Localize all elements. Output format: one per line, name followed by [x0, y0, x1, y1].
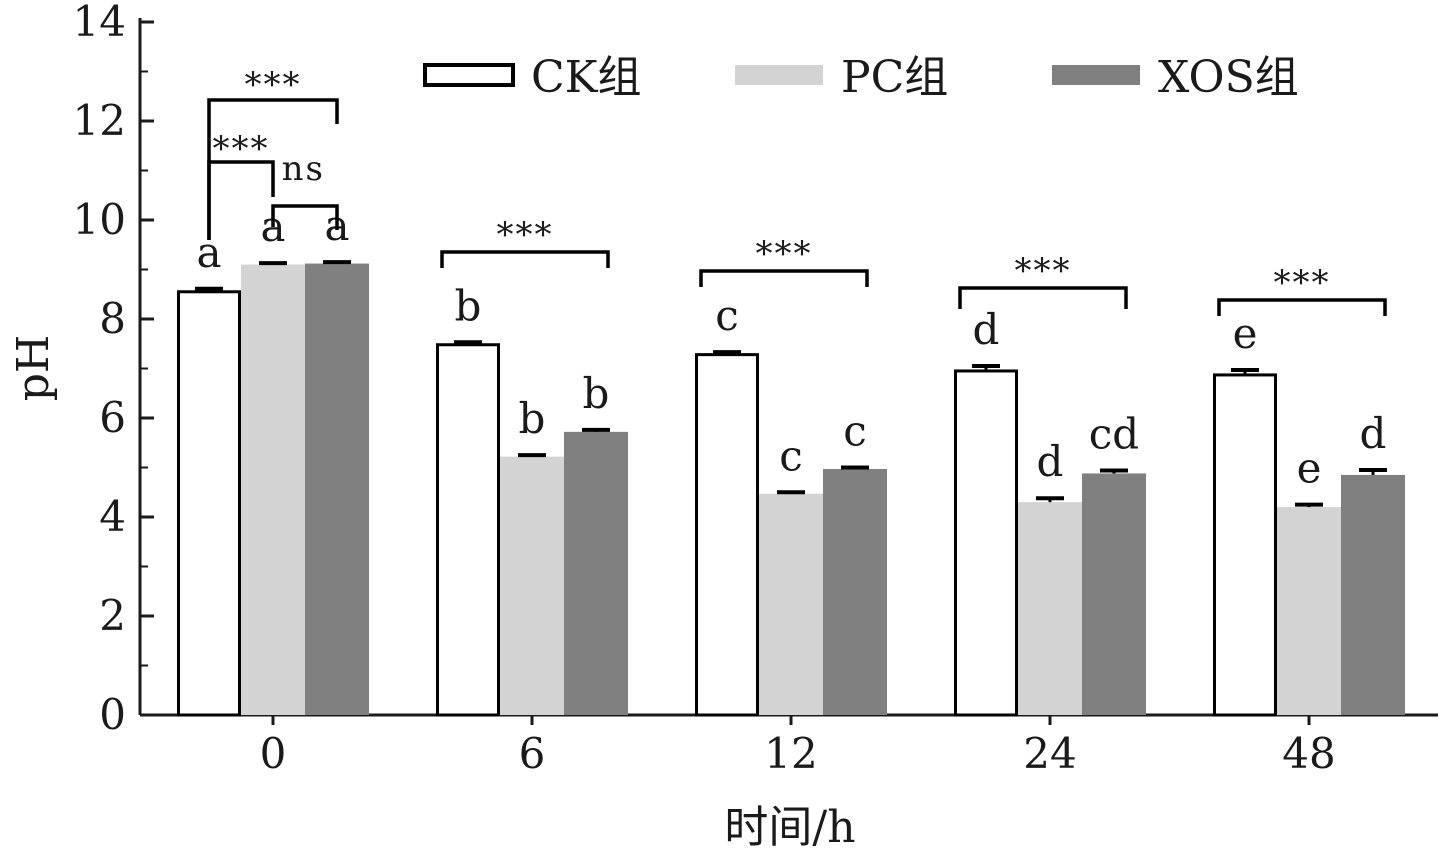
bar: [1018, 502, 1082, 715]
legend-swatch: [1052, 65, 1140, 85]
significance-letter: e: [1233, 309, 1258, 358]
y-tick-label: 8: [99, 294, 126, 343]
significance-label: ***: [1015, 251, 1072, 291]
legend-label: XOS组: [1158, 52, 1299, 103]
x-tick-label: 24: [1023, 729, 1076, 778]
y-tick-label: 2: [99, 591, 126, 640]
legend: CK组 PC组 XOS组: [423, 52, 1299, 103]
bar: [1341, 474, 1405, 715]
x-axis: 0 6 12 24 48: [140, 713, 1438, 778]
significance-letter: d: [1360, 409, 1387, 458]
y-axis-label: pH: [8, 335, 59, 402]
significance-bracket: [958, 286, 1128, 309]
significance-letter: b: [519, 394, 546, 443]
significance-label: ***: [756, 234, 813, 274]
bars: [177, 260, 1405, 717]
y-tick-label: 14: [73, 0, 126, 46]
significance-letter: c: [779, 431, 803, 480]
x-tick-label: 0: [260, 729, 287, 778]
significance-letter: d: [1037, 437, 1064, 486]
legend-swatch: [423, 63, 515, 87]
significance-bracket: [271, 204, 339, 230]
bar: [241, 264, 305, 715]
significance-letter: cd: [1089, 409, 1139, 458]
x-tick-label: 6: [519, 729, 546, 778]
significance-letter: d: [973, 305, 1000, 354]
significance-bracket: [440, 250, 610, 268]
bar: [564, 431, 628, 715]
y-tick-label: 0: [99, 690, 126, 739]
significance-label: ***: [497, 215, 554, 255]
bar: [823, 468, 887, 715]
significance-label: ***: [1274, 263, 1331, 303]
y-tick-label: 4: [99, 492, 126, 541]
y-tick-label: 12: [73, 96, 126, 145]
significance-letter: e: [1297, 444, 1322, 493]
x-tick-label: 48: [1282, 729, 1335, 778]
bar: [954, 369, 1018, 717]
y-axis: 0 2 4 6 8 10 12 14: [73, 0, 154, 739]
bar: [1213, 373, 1277, 717]
significance-letter: c: [715, 291, 739, 340]
y-tick-label: 6: [99, 393, 126, 442]
x-tick-label: 12: [764, 729, 817, 778]
significance-letter: c: [843, 407, 867, 456]
bar: [436, 343, 500, 717]
y-tick-label: 10: [73, 195, 126, 244]
legend-swatch: [735, 65, 823, 85]
significance-letter: b: [583, 369, 610, 418]
bar: [177, 290, 241, 717]
x-axis-label: 时间/h: [724, 802, 855, 853]
bar: [695, 353, 759, 717]
legend-label: CK组: [531, 52, 642, 103]
significance-bracket: [699, 269, 869, 287]
significance-bracket: [1217, 298, 1387, 316]
bar: [759, 493, 823, 715]
legend-label: PC组: [841, 52, 948, 103]
significance-letter: b: [455, 281, 482, 330]
significance-bracket: [207, 160, 275, 240]
bar: [500, 456, 564, 715]
significance-label: ***: [245, 65, 302, 105]
significance-label: ns: [282, 149, 325, 189]
bar: [1082, 473, 1146, 715]
bar: [305, 263, 369, 715]
significance-label: ***: [213, 129, 270, 169]
bar: [1277, 507, 1341, 715]
